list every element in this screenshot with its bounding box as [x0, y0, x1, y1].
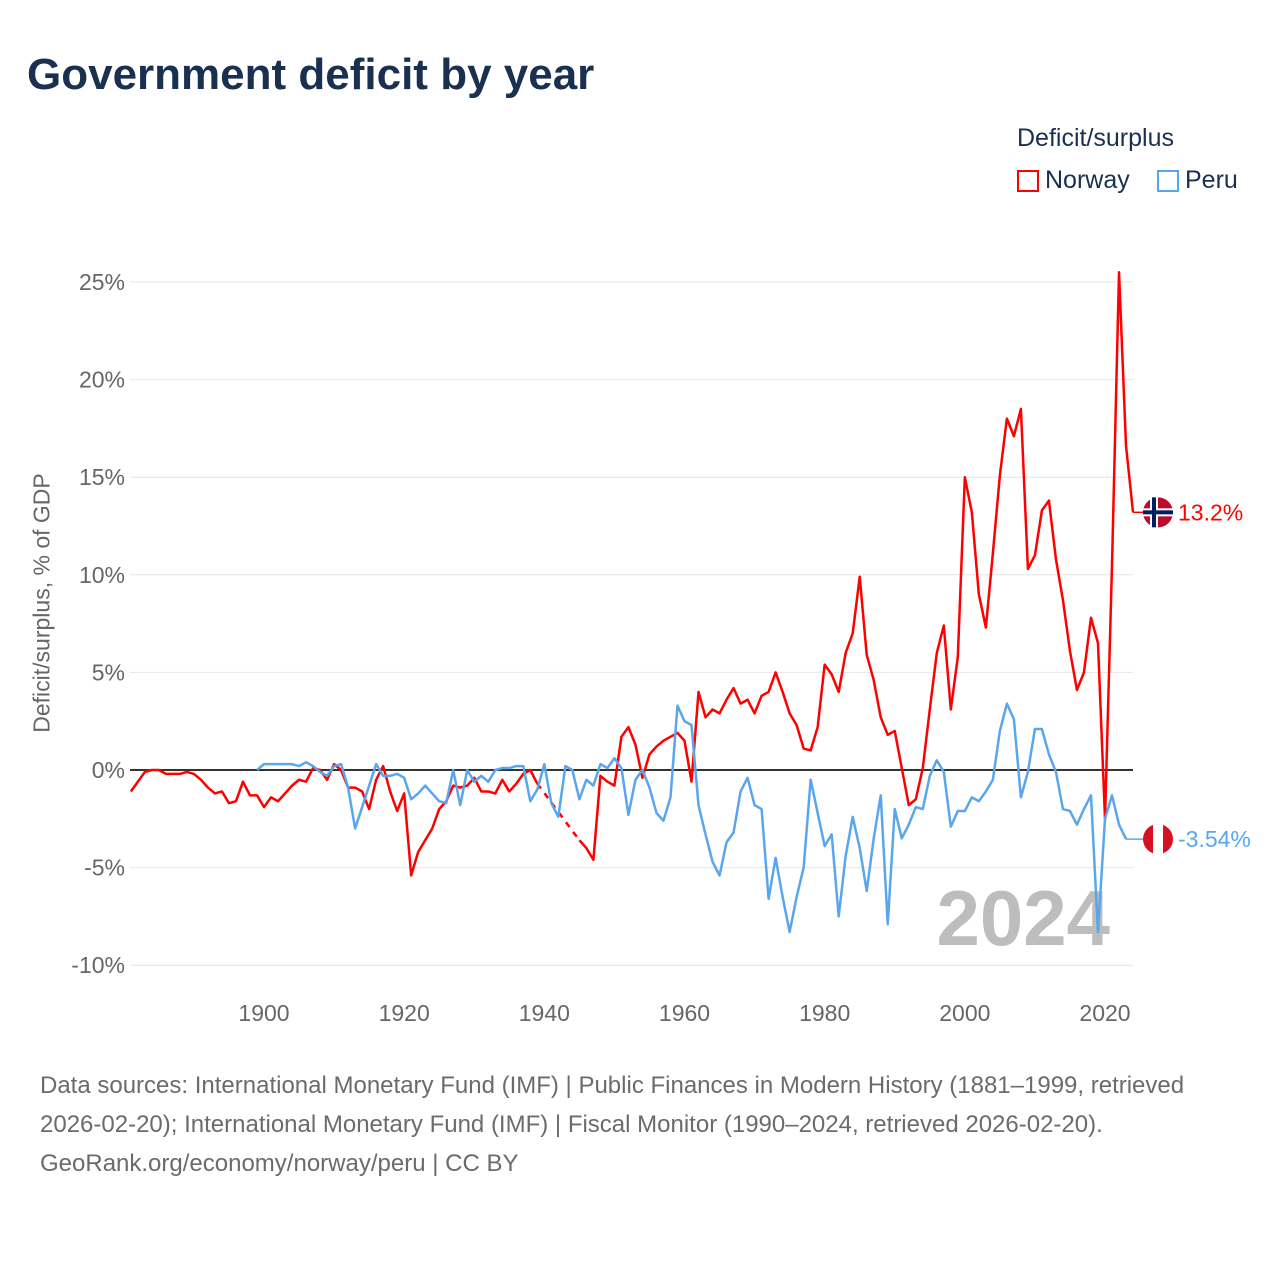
y-tick-label: 0% [92, 757, 125, 783]
y-tick-label: -5% [84, 855, 125, 881]
y-tick-label: 20% [79, 367, 125, 393]
norway-end-label: 13.2% [1178, 499, 1243, 525]
y-tick-label: 25% [79, 269, 125, 295]
legend-item-peru[interactable]: Peru [1157, 166, 1238, 195]
x-tick-label: 2020 [1079, 1000, 1130, 1026]
y-tick-label: 10% [79, 562, 125, 588]
legend-title: Deficit/surplus [1017, 124, 1174, 152]
x-tick-label: 1980 [799, 1000, 850, 1026]
legend-swatch-peru [1157, 169, 1179, 192]
peru-line [256, 702, 1128, 934]
x-tick-label: 1940 [519, 1000, 570, 1026]
year-watermark: 2024 [936, 874, 1110, 962]
credit-link[interactable]: GeoRank.org/economy/norway/peru | CC BY [40, 1150, 519, 1177]
x-tick-label: 1960 [659, 1000, 710, 1026]
y-tick-label: 15% [79, 464, 125, 490]
legend-label-peru: Peru [1185, 166, 1238, 194]
footer: Data sources: International Monetary Fun… [40, 1066, 1240, 1183]
data-sources: Data sources: International Monetary Fun… [40, 1072, 1185, 1138]
peru-flag-stripe [1153, 824, 1163, 855]
y-tick-label: -10% [71, 952, 125, 978]
norway-line [129, 762, 539, 877]
x-tick-label: 1900 [238, 1000, 289, 1026]
norway-flag-cross [1152, 497, 1156, 528]
x-tick-label: 2000 [939, 1000, 990, 1026]
peru-end-label: -3.54% [1178, 826, 1251, 852]
norway-line [578, 270, 1135, 862]
chart-title: Government deficit by year [27, 50, 595, 99]
legend-label-norway: Norway [1045, 166, 1130, 194]
legend-item-norway[interactable]: Norway [1017, 166, 1130, 195]
legend-swatch-norway [1017, 169, 1039, 192]
y-tick-label: 5% [92, 659, 125, 685]
norway-flag-cross [1143, 510, 1173, 515]
x-tick-label: 1920 [379, 1000, 430, 1026]
